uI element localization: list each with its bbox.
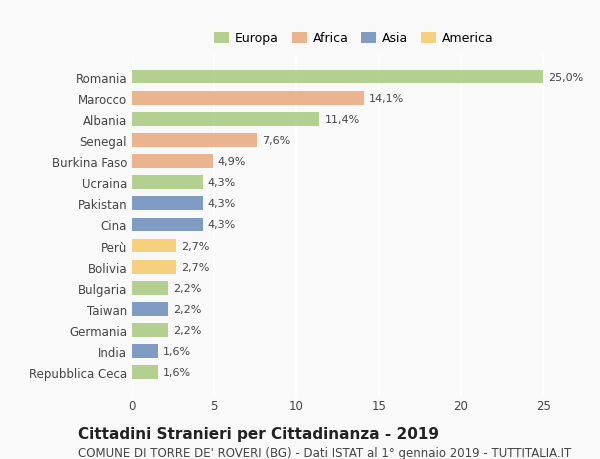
Text: 2,7%: 2,7%	[181, 241, 210, 251]
Text: 11,4%: 11,4%	[325, 115, 359, 124]
Text: 2,2%: 2,2%	[173, 304, 202, 314]
Text: 25,0%: 25,0%	[548, 73, 583, 82]
Text: 4,3%: 4,3%	[208, 199, 236, 209]
Text: 2,2%: 2,2%	[173, 325, 202, 335]
Bar	[132, 281, 168, 295]
Bar	[132, 218, 203, 232]
Bar	[132, 176, 203, 190]
Bar	[132, 260, 176, 274]
Text: 4,3%: 4,3%	[208, 220, 236, 230]
Text: Cittadini Stranieri per Cittadinanza - 2019: Cittadini Stranieri per Cittadinanza - 2…	[78, 425, 439, 441]
Text: 4,9%: 4,9%	[218, 157, 246, 167]
Bar	[132, 197, 203, 211]
Bar	[132, 71, 543, 84]
Bar	[132, 366, 158, 379]
Text: 1,6%: 1,6%	[163, 347, 191, 356]
Text: 1,6%: 1,6%	[163, 368, 191, 377]
Text: 14,1%: 14,1%	[369, 94, 404, 103]
Text: 7,6%: 7,6%	[262, 135, 290, 146]
Legend: Europa, Africa, Asia, America: Europa, Africa, Asia, America	[209, 28, 499, 50]
Text: 4,3%: 4,3%	[208, 178, 236, 188]
Bar	[132, 92, 364, 105]
Bar	[132, 239, 176, 253]
Bar	[132, 112, 319, 126]
Bar	[132, 345, 158, 358]
Bar	[132, 155, 212, 168]
Text: 2,2%: 2,2%	[173, 283, 202, 293]
Bar	[132, 302, 168, 316]
Bar	[132, 324, 168, 337]
Text: 2,7%: 2,7%	[181, 262, 210, 272]
Bar	[132, 134, 257, 147]
Text: COMUNE DI TORRE DE' ROVERI (BG) - Dati ISTAT al 1° gennaio 2019 - TUTTITALIA.IT: COMUNE DI TORRE DE' ROVERI (BG) - Dati I…	[78, 446, 571, 459]
